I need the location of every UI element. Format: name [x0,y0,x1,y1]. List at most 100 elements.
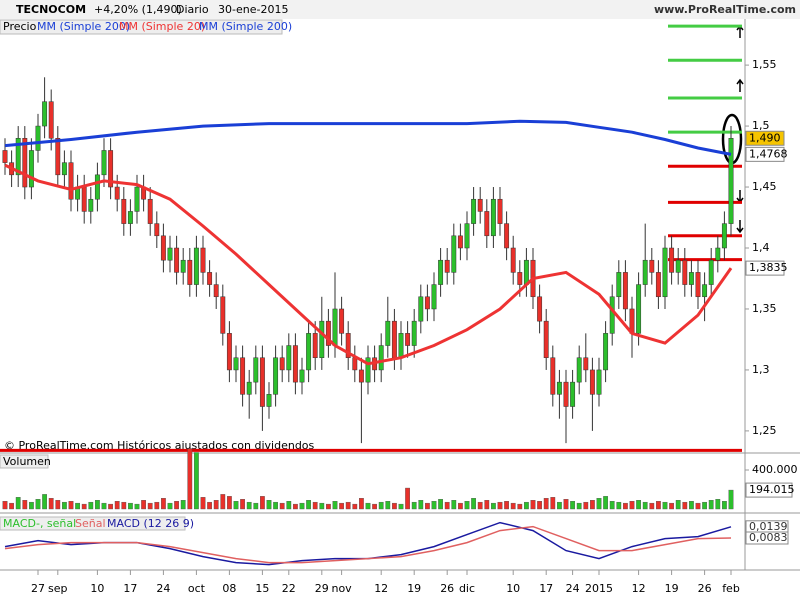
volume-bar [378,501,384,510]
candle-body [233,357,239,371]
volume-bar [226,496,232,510]
candle-body [556,381,562,395]
volume-bar [418,500,424,510]
volume-bar [147,502,153,510]
volume-bar [299,502,305,510]
x-tick-label: dic [459,582,475,595]
price-label-box [745,260,785,276]
candle-body [424,296,430,310]
candle-body [81,186,87,212]
period: Diario [176,3,209,16]
legend-ma200b: MM (Simple 200) [199,20,292,33]
candle-body [35,125,41,151]
candle-body [418,296,424,322]
x-tick-label: 22 [282,582,296,595]
candle-body [352,357,358,371]
candle-body [688,272,694,285]
x-tick-label: 26 [698,582,712,595]
candle-body [451,235,457,273]
volume-bar [510,502,516,510]
volume-bar [48,498,54,510]
volume-bar [497,501,503,510]
volume-bar [524,501,529,510]
candle-body [563,381,569,407]
price-legend: Precio MM (Simple 200) MM (Simple 20) MM… [0,19,292,35]
candle-body [312,333,318,358]
candle-body [42,101,48,127]
y-tick-label: 1,35 [752,302,777,315]
volume-bar [213,500,219,510]
candle-body [708,259,714,285]
candle-body [517,272,523,285]
volume-bar [207,501,212,510]
volume-bar [365,502,371,510]
volume-bar [293,503,298,510]
candle-body [378,345,384,371]
volume-bar [273,501,278,510]
value-label-box [745,482,793,498]
volume-bar [477,501,483,510]
x-tick-label: 24 [156,582,170,595]
candle-body [444,259,450,273]
candle-body [180,259,186,273]
y-tick-label: 1,5 [752,119,770,132]
candle-body [101,150,107,176]
y-tick-label: 400.000 [752,463,798,476]
candle-body [537,296,543,322]
volume-bar [246,501,252,510]
note: © ProRealTime.com Históricos ajustados c… [4,439,315,452]
candle-body [286,345,292,371]
candle-body [154,223,160,237]
candle-body [721,223,727,249]
x-tick-label: 19 [665,582,679,595]
candle-body [642,259,648,285]
candle-body [675,259,681,273]
volume-bar [29,501,34,510]
volume-bar [94,500,100,510]
volume-bar [81,503,87,510]
volume-bar [306,500,311,510]
volume-bar [458,502,463,510]
candle-body [187,259,193,285]
x-tick-label: 17 [123,582,137,595]
candle-body [332,308,338,346]
candle-body [583,357,589,371]
date: 30-ene-2015 [218,3,288,16]
candle-body [497,198,503,224]
legend-box [0,516,186,531]
candle-body [490,198,496,237]
candle-body [299,369,305,383]
candle-body [662,247,668,298]
candle-body [464,223,470,249]
volume-bar [240,499,245,510]
volume-bar [715,499,721,510]
panel-frames [0,19,800,571]
price-label: 1,490 [749,131,781,144]
candle-body [477,198,483,212]
candle-body [649,259,655,273]
volume-bar [42,494,48,510]
candle-body [385,320,391,346]
candle-body [365,357,371,383]
volume-bar [629,501,635,510]
x-tick-label: feb [722,582,740,595]
candle-body [319,320,325,358]
candle-body [22,138,28,188]
volume-bar [101,502,107,510]
price-label: 1,3835 [749,261,788,274]
candle-body [108,150,114,188]
candle-body [200,247,206,273]
volume-bar [220,494,226,510]
candle-body [431,284,437,310]
candle-body [510,247,516,273]
x-tick-label: 08 [222,582,236,595]
x-tick-label: 2015 [585,582,613,595]
candle-body [695,272,701,298]
volume-bar [121,501,127,510]
volume-bar [543,498,549,510]
x-tick-label: 17 [539,582,553,595]
volume-bar [702,501,708,510]
volume-bar [312,501,318,510]
candle-body [127,211,133,224]
